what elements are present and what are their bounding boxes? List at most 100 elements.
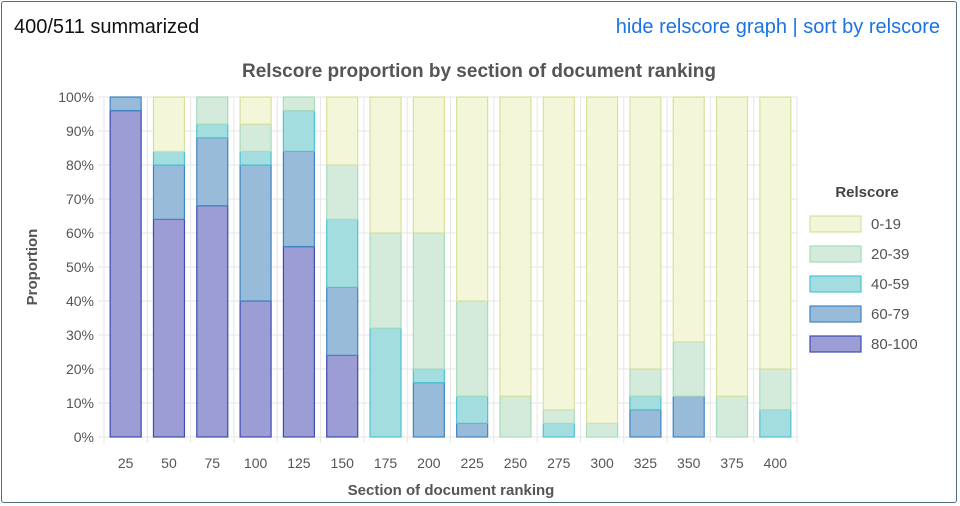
bar-segment[interactable] bbox=[456, 395, 489, 425]
y-tick-label: 20% bbox=[66, 361, 94, 377]
legend: 0-19 20-39 40-59 60-79 80-100 bbox=[809, 215, 918, 353]
bar-segment[interactable] bbox=[629, 395, 662, 411]
x-tick-label: 150 bbox=[331, 455, 355, 471]
x-tick-label: 100 bbox=[244, 455, 268, 471]
legend-label: 20-39 bbox=[871, 246, 909, 263]
legend-title: Relscore bbox=[835, 184, 898, 201]
legend-swatch[interactable] bbox=[809, 275, 862, 293]
chart-title: Relscore proportion by section of docume… bbox=[242, 61, 716, 82]
bar-segment[interactable] bbox=[282, 246, 316, 438]
bar-segment[interactable] bbox=[369, 232, 402, 329]
bar-segment[interactable] bbox=[542, 422, 575, 438]
chart-bars bbox=[109, 96, 792, 438]
y-tick-label: 0% bbox=[74, 429, 94, 445]
bar-segment[interactable] bbox=[672, 341, 705, 397]
bar-segment[interactable] bbox=[196, 96, 229, 125]
y-axis-ticks: 0% 10% 20% 30% 40% 50% 60% 70% 80% 90% 100% bbox=[58, 89, 94, 445]
bar-segment[interactable] bbox=[412, 232, 445, 370]
x-tick-label: 50 bbox=[161, 455, 177, 471]
bar-segment[interactable] bbox=[629, 409, 662, 438]
bar-segment[interactable] bbox=[152, 96, 186, 153]
bar-segment[interactable] bbox=[196, 123, 229, 139]
legend-label: 0-19 bbox=[871, 216, 901, 233]
bar-segment[interactable] bbox=[282, 96, 316, 112]
bar-segment[interactable] bbox=[369, 327, 402, 438]
bar-segment[interactable] bbox=[239, 96, 272, 125]
x-tick-label: 350 bbox=[677, 455, 701, 471]
legend-swatch[interactable] bbox=[809, 305, 862, 323]
bar-segment[interactable] bbox=[759, 368, 792, 411]
y-tick-label: 90% bbox=[66, 123, 94, 139]
bar-segment[interactable] bbox=[585, 96, 619, 424]
bar-segment[interactable] bbox=[239, 150, 272, 166]
bar-segment[interactable] bbox=[326, 354, 359, 438]
bar-segment[interactable] bbox=[196, 137, 229, 207]
x-axis-title: Section of document ranking bbox=[348, 482, 555, 499]
bar-segment[interactable] bbox=[152, 164, 186, 221]
x-tick-label: 375 bbox=[720, 455, 744, 471]
hide-relscore-graph-link[interactable]: hide relscore graph bbox=[615, 16, 787, 38]
bar-segment[interactable] bbox=[542, 96, 575, 411]
x-tick-label: 325 bbox=[634, 455, 658, 471]
bar-segment[interactable] bbox=[152, 218, 186, 438]
y-tick-label: 50% bbox=[66, 259, 94, 275]
bar-segment[interactable] bbox=[759, 96, 792, 370]
legend-swatch[interactable] bbox=[809, 215, 862, 233]
legend-label: 60-79 bbox=[871, 306, 909, 323]
x-tick-label: 75 bbox=[204, 455, 220, 471]
bar-segment[interactable] bbox=[759, 409, 792, 438]
bar-segment[interactable] bbox=[499, 395, 532, 438]
bar-segment[interactable] bbox=[456, 300, 489, 397]
bar-segment[interactable] bbox=[239, 300, 272, 438]
y-tick-label: 100% bbox=[58, 89, 94, 105]
bar-segment[interactable] bbox=[412, 96, 445, 234]
bar-segment[interactable] bbox=[282, 150, 316, 248]
bar-segment[interactable] bbox=[629, 368, 662, 397]
bar-segment[interactable] bbox=[499, 96, 532, 397]
bar-segment[interactable] bbox=[326, 96, 359, 166]
header-links: hide relscore graph | sort by relscore bbox=[616, 16, 940, 39]
bar-segment[interactable] bbox=[239, 164, 272, 302]
bar-segment[interactable] bbox=[585, 422, 619, 438]
y-tick-label: 80% bbox=[66, 157, 94, 173]
bar-segment[interactable] bbox=[456, 422, 489, 438]
bar-segment[interactable] bbox=[672, 96, 705, 343]
x-axis-ticks: 25 50 75 100 125 150 175 200 225 250 275 300 325 350 3… bbox=[118, 455, 787, 471]
x-tick-label: 275 bbox=[547, 455, 571, 471]
bar-segment[interactable] bbox=[629, 96, 662, 370]
bar-segment[interactable] bbox=[542, 409, 575, 424]
bar-segment[interactable] bbox=[326, 286, 359, 356]
y-tick-label: 30% bbox=[66, 327, 94, 343]
y-tick-label: 70% bbox=[66, 191, 94, 207]
y-tick-label: 60% bbox=[66, 225, 94, 241]
bar-segment[interactable] bbox=[282, 109, 316, 152]
legend-swatch[interactable] bbox=[809, 245, 862, 263]
bar-segment[interactable] bbox=[715, 96, 749, 397]
legend-label: 40-59 bbox=[871, 276, 909, 293]
link-separator: | bbox=[792, 16, 798, 38]
x-tick-label: 300 bbox=[590, 455, 614, 471]
legend-label: 80-100 bbox=[871, 336, 918, 353]
y-axis-title: Proportion bbox=[24, 229, 41, 306]
bar-segment[interactable] bbox=[196, 205, 229, 438]
bar-segment[interactable] bbox=[369, 96, 402, 234]
x-tick-label: 200 bbox=[417, 455, 441, 471]
bar-segment[interactable] bbox=[109, 96, 142, 112]
bar-segment[interactable] bbox=[412, 368, 445, 384]
legend-swatch[interactable] bbox=[809, 335, 862, 353]
sort-by-relscore-link[interactable]: sort by relscore bbox=[803, 16, 940, 38]
bar-segment[interactable] bbox=[239, 123, 272, 152]
bar-segment[interactable] bbox=[412, 382, 445, 438]
x-tick-label: 400 bbox=[764, 455, 788, 471]
bar-segment[interactable] bbox=[456, 96, 489, 302]
bar-segment[interactable] bbox=[326, 218, 359, 288]
bar-segment[interactable] bbox=[326, 164, 359, 221]
x-tick-label: 175 bbox=[374, 455, 398, 471]
bar-segment[interactable] bbox=[715, 395, 749, 438]
x-tick-label: 25 bbox=[118, 455, 134, 471]
bar-segment[interactable] bbox=[672, 395, 705, 438]
bar-segment[interactable] bbox=[152, 150, 186, 166]
x-tick-label: 225 bbox=[460, 455, 484, 471]
bar-segment[interactable] bbox=[109, 109, 142, 438]
